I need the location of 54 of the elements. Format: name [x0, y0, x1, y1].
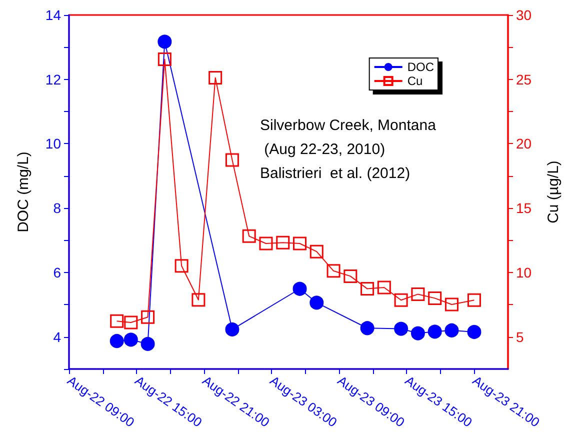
- point: [208, 70, 222, 84]
- point: [124, 332, 138, 347]
- point: [242, 229, 256, 243]
- y-tick-label: 10: [45, 136, 62, 152]
- y2-tick-label: 15: [516, 200, 532, 216]
- y2-tick-label: 25: [516, 71, 532, 88]
- y-tick-label: 8: [53, 200, 62, 216]
- y-tick-label: 4: [53, 328, 62, 345]
- point: [394, 293, 408, 307]
- y-tick-label: 6: [53, 264, 62, 280]
- point: [110, 314, 124, 328]
- point: [174, 259, 188, 273]
- point: [394, 322, 408, 336]
- point: [428, 324, 442, 339]
- point: [444, 298, 458, 312]
- legend-label: DOC: [407, 60, 434, 74]
- point: [225, 322, 240, 336]
- y2-tick-label: 30: [516, 7, 532, 23]
- annotation: (Aug 22-23, 2010): [260, 141, 386, 158]
- point: [292, 282, 307, 296]
- point: [158, 34, 172, 49]
- y2-axis-title: Cu (µg/L): [545, 160, 562, 224]
- y2-tick-label: 10: [516, 264, 532, 280]
- y2-tick-label: 5: [516, 328, 524, 345]
- point: [326, 264, 340, 278]
- point: [141, 310, 155, 324]
- legend-label: Cu: [407, 74, 423, 88]
- point: [259, 236, 273, 250]
- point: [411, 287, 425, 301]
- point: [140, 336, 155, 351]
- point: [467, 324, 482, 339]
- point: [377, 280, 391, 294]
- point: [158, 52, 172, 66]
- y-tick-label: 12: [45, 71, 62, 88]
- point: [410, 326, 425, 340]
- point: [467, 293, 481, 307]
- point: [444, 323, 459, 338]
- point: [225, 153, 239, 167]
- point: [360, 282, 374, 296]
- point: [360, 321, 374, 336]
- point: [310, 244, 324, 258]
- point: [310, 296, 324, 310]
- annotation: Balistrieri et al. (2012): [260, 165, 410, 182]
- y2-tick-label: 20: [516, 136, 532, 152]
- y-tick-label: 14: [45, 7, 62, 23]
- point: [293, 236, 307, 250]
- annotation: Silverbow Creek, Montana: [260, 117, 437, 134]
- point: [124, 316, 138, 330]
- point: [192, 293, 206, 307]
- point: [276, 236, 290, 250]
- y-axis-title: DOC (mg/L): [15, 152, 32, 232]
- point: [344, 269, 358, 283]
- point: [110, 334, 124, 348]
- point: [428, 291, 442, 305]
